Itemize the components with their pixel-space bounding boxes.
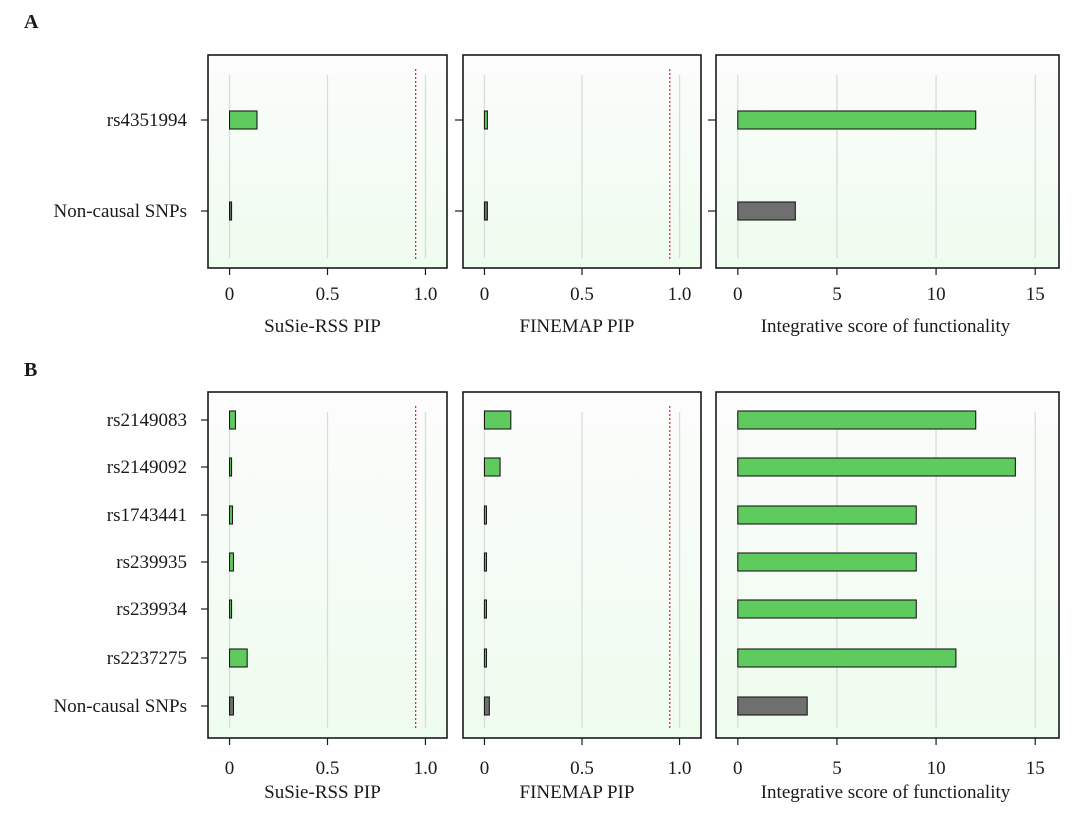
plot-background [716, 55, 1059, 268]
subplot-a-1: 0 0.5 1.0 SuSie-RSS PIP [201, 54, 448, 337]
x-tick-label: 1.0 [414, 284, 438, 305]
category-label: rs239935 [116, 552, 187, 573]
x-tick-label: 5 [832, 758, 842, 779]
bar [483, 201, 488, 221]
subplot-b-3: 0 5 10 15 Integrative score of functionality [715, 391, 1060, 803]
plot-frame [715, 54, 1060, 269]
category-label: rs2237275 [107, 648, 187, 669]
x-tick-label: 0 [480, 758, 490, 779]
x-tick-label: 0.5 [316, 284, 340, 305]
x-axis-label: SuSie-RSS PIP [264, 316, 381, 337]
plot-frame [715, 391, 1060, 739]
subplot-b-2: 0 0.5 1.0 FINEMAP PIP [462, 391, 702, 803]
category-label: Non-causal SNPs [53, 696, 187, 717]
x-axis-label: FINEMAP PIP [520, 316, 635, 337]
x-tick-label: 0.5 [570, 284, 594, 305]
bar [228, 648, 248, 668]
bar [483, 457, 501, 477]
bar [737, 201, 796, 221]
x-axis-label: FINEMAP PIP [520, 782, 635, 803]
bar [228, 201, 233, 221]
x-tick-label: 1.0 [668, 284, 692, 305]
panel-letter-a: A [24, 11, 39, 33]
category-label: rs2149092 [107, 457, 187, 478]
bar [483, 648, 488, 668]
x-tick-label: 0.5 [570, 758, 594, 779]
bar [483, 552, 488, 572]
bar [228, 410, 236, 430]
x-tick-label: 0 [733, 284, 743, 305]
x-axis-label: SuSie-RSS PIP [264, 782, 381, 803]
bar [737, 599, 917, 619]
bar [228, 599, 233, 619]
category-label: rs2149083 [107, 410, 187, 431]
bar [483, 696, 490, 716]
category-label: rs4351994 [107, 110, 188, 131]
bar [737, 110, 977, 130]
x-axis-label: Integrative score of functionality [761, 316, 1011, 337]
x-tick-label: 1.0 [668, 758, 692, 779]
subplot-a-2: 0 0.5 1.0 FINEMAP PIP [455, 54, 702, 337]
bar [737, 457, 1016, 477]
x-tick-label: 0.5 [316, 758, 340, 779]
x-tick-label: 0 [225, 284, 235, 305]
x-tick-label: 15 [1026, 758, 1045, 779]
category-label: rs1743441 [107, 505, 187, 526]
bar [737, 648, 957, 668]
bar [737, 505, 917, 525]
x-tick-label: 0 [733, 758, 743, 779]
bar [228, 505, 234, 525]
x-tick-label: 10 [927, 758, 946, 779]
bar [483, 110, 488, 130]
subplot-b-1: 0 0.5 1.0 SuSie-RSS PIP [201, 391, 448, 803]
panel-letter-b: B [24, 359, 37, 381]
bar [228, 552, 235, 572]
bar [737, 696, 808, 716]
bar [483, 410, 512, 430]
bar [737, 552, 917, 572]
bar [483, 599, 488, 619]
subplot-a-3: 0 5 10 15 Integrative score of functionality [708, 54, 1060, 337]
x-tick-label: 10 [927, 284, 946, 305]
x-tick-label: 5 [832, 284, 842, 305]
category-label: rs239934 [116, 599, 187, 620]
x-tick-label: 0 [225, 758, 235, 779]
bar [737, 410, 977, 430]
bar [228, 457, 233, 477]
x-axis-label: Integrative score of functionality [761, 782, 1011, 803]
category-label: Non-causal SNPs [53, 201, 187, 222]
x-tick-label: 1.0 [414, 758, 438, 779]
bar [483, 505, 488, 525]
bar [228, 110, 258, 130]
bar [228, 696, 235, 716]
x-tick-label: 0 [480, 284, 490, 305]
x-tick-label: 15 [1026, 284, 1045, 305]
